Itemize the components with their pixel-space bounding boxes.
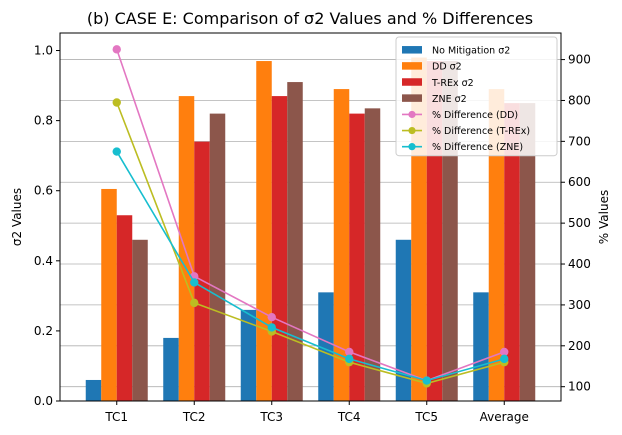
y-tick-label: 0.4 xyxy=(34,254,53,268)
series-line xyxy=(116,151,505,382)
legend-swatch xyxy=(402,46,422,54)
legend-label: % Difference (ZNE) xyxy=(432,142,523,153)
x-tick-label: TC5 xyxy=(414,410,438,424)
bar xyxy=(209,113,226,401)
y-right-tick-label: 400 xyxy=(568,257,591,271)
y-tick-label: 0.6 xyxy=(34,184,53,198)
bar xyxy=(101,188,117,401)
bar xyxy=(132,239,148,401)
series-line xyxy=(116,102,505,385)
bar xyxy=(349,113,365,401)
bar xyxy=(333,89,350,402)
x-tick-label: TC3 xyxy=(259,410,283,424)
bar xyxy=(85,379,102,401)
legend-swatch xyxy=(402,62,422,70)
y-right-tick-label: 900 xyxy=(568,53,591,67)
x-tick-label: TC1 xyxy=(104,410,128,424)
y-axis-label-right: % Values xyxy=(597,190,611,244)
bar xyxy=(519,103,536,401)
y-right-tick-label: 200 xyxy=(568,339,591,353)
line-point xyxy=(267,312,276,322)
x-tick-label: TC4 xyxy=(337,410,361,424)
line-point xyxy=(112,45,121,54)
bar xyxy=(178,96,195,401)
y-tick-label: 0.8 xyxy=(34,114,53,128)
line-point xyxy=(422,376,431,385)
legend-label: No Mitigation σ2 xyxy=(432,46,510,57)
bar xyxy=(271,96,288,401)
bar xyxy=(364,108,381,401)
bar xyxy=(287,82,303,402)
y-right-tick-label: 800 xyxy=(568,93,591,107)
line-point xyxy=(345,347,354,357)
bar xyxy=(256,61,272,402)
x-tick-label: Average xyxy=(480,410,529,424)
legend-box xyxy=(395,36,558,157)
line-point xyxy=(500,354,509,364)
bar xyxy=(504,103,520,401)
y-tick-label: 1.0 xyxy=(34,44,53,58)
y-right-tick-label: 700 xyxy=(568,134,591,148)
legend-swatch xyxy=(402,78,422,86)
chart-title: (b) CASE E: Comparison of σ2 Values and … xyxy=(87,9,533,28)
bar xyxy=(163,337,179,401)
y-right-tick-label: 100 xyxy=(568,380,591,394)
legend-marker xyxy=(408,143,416,151)
legend-swatch xyxy=(402,94,422,102)
bars xyxy=(85,57,536,402)
y-axis-label: σ2 Values xyxy=(10,188,24,246)
line-point xyxy=(267,323,276,332)
legend-marker xyxy=(408,126,416,135)
legend-label: % Difference (T-REx) xyxy=(432,126,530,137)
bar xyxy=(473,292,489,401)
legend-label: T-REx σ2 xyxy=(431,78,474,89)
line-point xyxy=(190,298,199,308)
legend-label: DD σ2 xyxy=(432,62,462,73)
legend: No Mitigation σ2 DD σ2 T-REx σ2 ZNE σ2 % Dif… xyxy=(395,36,558,157)
lines xyxy=(112,45,509,388)
line-point xyxy=(190,278,199,287)
plot-frame xyxy=(59,32,562,402)
series-line xyxy=(116,49,505,382)
legend-label: ZNE σ2 xyxy=(432,94,467,105)
bar xyxy=(488,89,505,402)
y-right-tick-label: 500 xyxy=(568,216,591,230)
bar xyxy=(194,141,210,401)
line-point xyxy=(345,354,354,364)
y-right-tick-label: 300 xyxy=(568,298,591,312)
legend-label: % Difference (DD) xyxy=(432,110,518,121)
y-tick-label: 0.2 xyxy=(34,324,53,338)
line-point xyxy=(500,347,509,357)
bar xyxy=(395,239,412,401)
axes: 0.0 0.2 0.4 0.6 0.8 1.0 100 200 300 400 500 600 700 8… xyxy=(34,44,591,424)
y-right-tick-label: 600 xyxy=(568,175,591,189)
bar xyxy=(116,215,133,401)
line-point xyxy=(112,98,121,107)
y-tick-label: 0.0 xyxy=(34,394,53,408)
bar xyxy=(240,309,257,401)
legend-marker xyxy=(408,110,416,119)
x-tick-label: TC2 xyxy=(182,410,206,424)
line-point xyxy=(112,147,121,156)
bar xyxy=(318,292,334,401)
